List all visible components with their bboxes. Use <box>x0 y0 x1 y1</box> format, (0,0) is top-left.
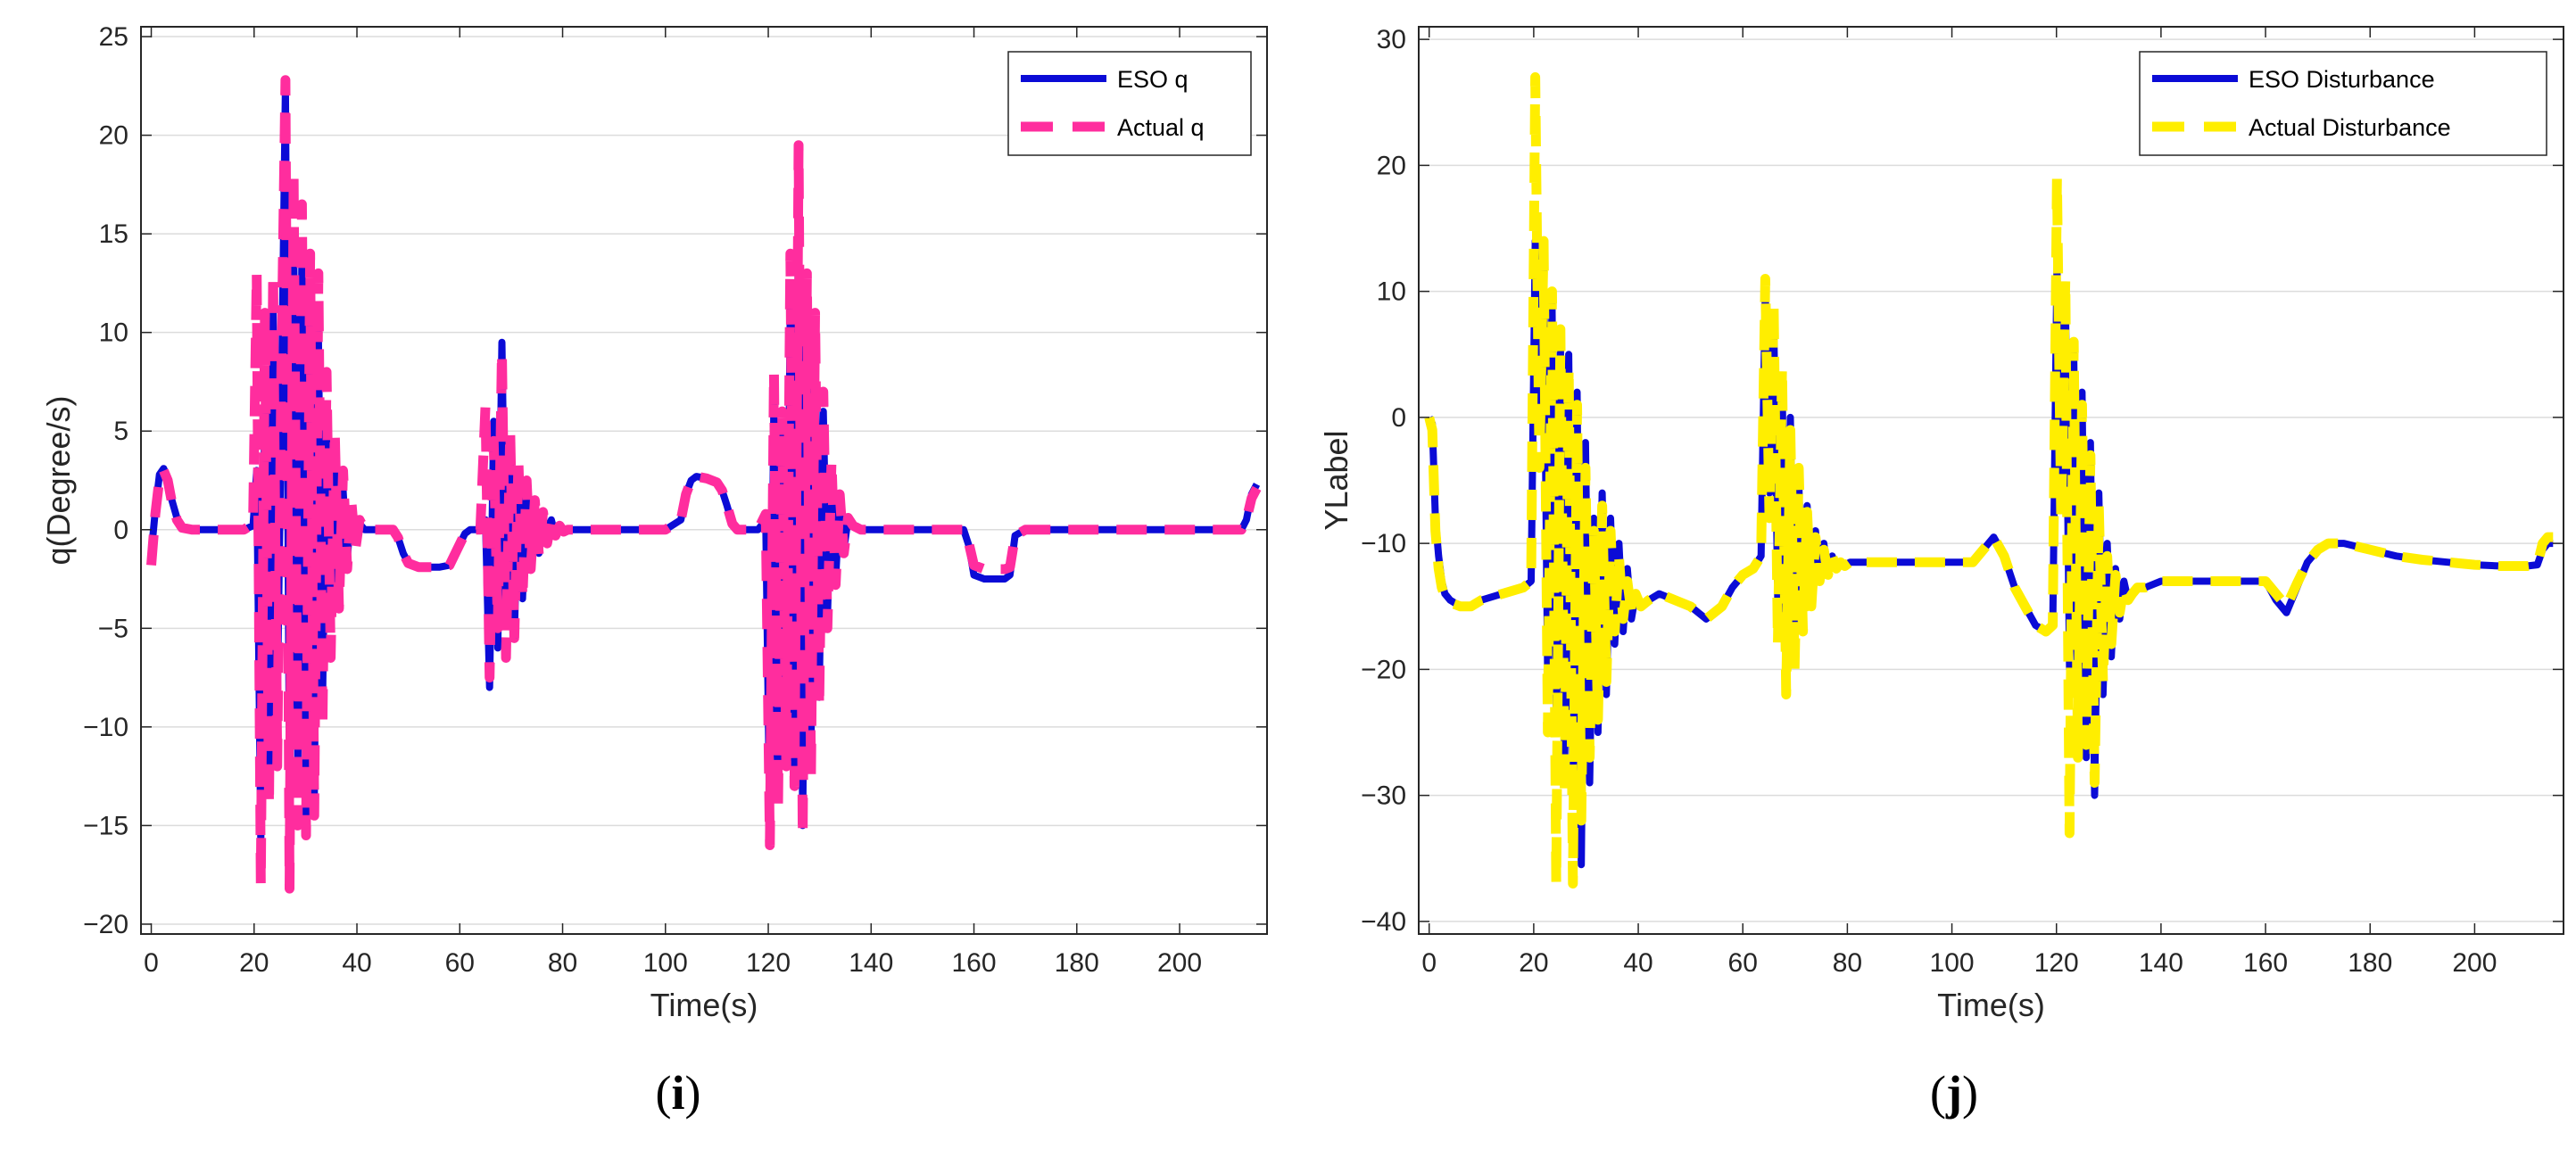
series-group-i <box>146 75 1262 894</box>
x-axis-label-i: Time(s) <box>650 987 758 1023</box>
y-tick-label: 20 <box>99 121 128 151</box>
x-tick-label: 100 <box>643 948 688 978</box>
x-tick-label: 0 <box>144 948 159 978</box>
plot-area-j <box>1419 27 2564 934</box>
x-tick-label: 20 <box>1519 948 1548 978</box>
x-axis-label-j: Time(s) <box>1937 987 2045 1023</box>
x-tick-label: 140 <box>849 948 893 978</box>
y-tick-label: −20 <box>83 910 128 939</box>
y-tick-label: −5 <box>98 614 128 643</box>
x-tick-label: 40 <box>1623 948 1652 978</box>
x-tick-label: 160 <box>2243 948 2288 978</box>
series-line-actual-disturbance <box>1424 72 2554 889</box>
legend-label-actual-disturbance: Actual Disturbance <box>2249 114 2451 141</box>
x-tick-label: 60 <box>1728 948 1758 978</box>
x-tick-label: 200 <box>2452 948 2497 978</box>
series-line-actual-q <box>146 75 1262 894</box>
y-tick-label: −40 <box>1361 907 1406 937</box>
legend-label-eso-disturbance: ESO Disturbance <box>2249 66 2435 93</box>
y-tick-label: −20 <box>1361 655 1406 684</box>
legend-i: ESO q Actual q <box>1007 51 1252 156</box>
y-tick-label: 15 <box>99 219 128 249</box>
x-tick-label: 100 <box>1930 948 1975 978</box>
x-tick-label: 20 <box>239 948 269 978</box>
x-tick-label: 120 <box>746 948 791 978</box>
x-tick-label: 120 <box>2034 948 2079 978</box>
chart-panel-i: −20 −15 −10 −5 0 5 10 15 20 25 0 20 40 60 80 100 120 140… <box>40 22 1268 1120</box>
y-axis-label-i: q(Degree/s) <box>40 395 77 565</box>
legend-box-j <box>2139 51 2547 156</box>
y-tick-label: 20 <box>1377 151 1406 180</box>
y-tick-labels-i: −20 −15 −10 −5 0 5 10 15 20 25 <box>83 22 1267 939</box>
y-tick-label: −15 <box>83 811 128 840</box>
y-tick-label: −10 <box>83 713 128 742</box>
x-tick-label: 40 <box>342 948 371 978</box>
x-tick-label: 160 <box>952 948 997 978</box>
legend-j: ESO Disturbance Actual Disturbance <box>2139 51 2547 156</box>
x-tick-label: 200 <box>1157 948 1202 978</box>
y-tick-label: 30 <box>1377 25 1406 54</box>
x-tick-label: 80 <box>548 948 577 978</box>
x-tick-label: 60 <box>445 948 475 978</box>
legend-box-i <box>1007 51 1252 156</box>
x-tick-label: 180 <box>1055 948 1099 978</box>
x-tick-label: 0 <box>1421 948 1437 978</box>
legend-label-actual-q: Actual q <box>1117 114 1205 141</box>
series-group-j <box>1424 72 2554 889</box>
x-tick-label: 180 <box>2348 948 2392 978</box>
panel-sublabel-j: (j) <box>1930 1066 1978 1120</box>
y-tick-labels-j: −40 −30 −20 −10 0 10 20 30 <box>1361 25 2564 937</box>
panel-sublabel-i: (i) <box>656 1066 701 1120</box>
x-tick-labels-j: 0 20 40 60 80 100 120 140 160 180 200 <box>1421 27 2497 978</box>
y-tick-label: 0 <box>113 516 128 545</box>
y-tick-label: 10 <box>99 318 128 348</box>
y-axis-label-j: YLabel <box>1318 430 1354 530</box>
y-tick-label: −10 <box>1361 529 1406 558</box>
chart-panel-j: −40 −30 −20 −10 0 10 20 30 0 20 40 60 80 100 120 140 16… <box>1318 25 2564 1120</box>
y-tick-label: 10 <box>1377 277 1406 307</box>
y-tick-label: 25 <box>99 22 128 52</box>
axes-box-i <box>140 26 1268 935</box>
x-tick-label: 80 <box>1833 948 1862 978</box>
y-tick-label: 0 <box>1391 403 1406 433</box>
y-tick-label: 5 <box>113 417 128 446</box>
legend-label-eso-q: ESO q <box>1117 66 1189 93</box>
x-tick-label: 140 <box>2139 948 2183 978</box>
x-tick-labels-i: 0 20 40 60 80 100 120 140 160 180 200 <box>144 27 1202 978</box>
y-tick-label: −30 <box>1361 781 1406 811</box>
axes-box-j <box>1418 26 2564 935</box>
